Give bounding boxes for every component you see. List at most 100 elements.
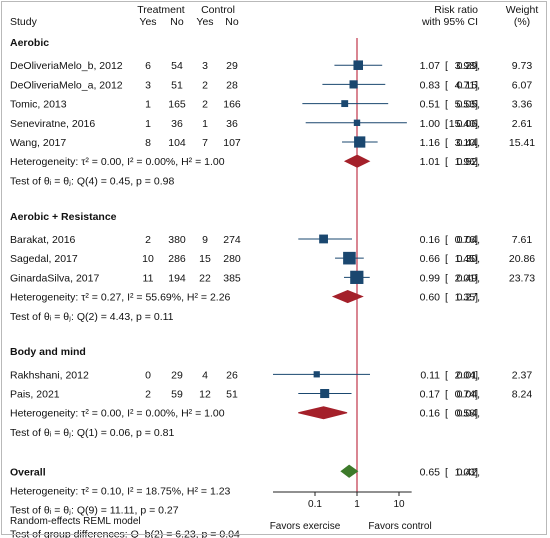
study-ci-upper: 5.53] [455,99,478,111]
study-ci-lower: 0.04, [457,389,480,401]
study-ci-lower: 0.44, [457,137,480,149]
treatment-no: 194 [168,272,186,284]
study-name: Sagedal, 2017 [10,253,78,265]
study-name: DeOliveriaMelo_b, 2012 [10,60,123,72]
study-weight: 9.73 [512,60,533,72]
effect-marker [320,389,330,399]
study-row: Tomic, 2013 1 165 2 166 0.51 [0.05,5.53] 3.36 [10,99,532,111]
control-yes: 12 [199,389,211,401]
subgroup: Aerobic DeOliveriaMelo_b, 2012 6 54 3 29 1.07 [… [10,37,535,187]
study-weight: 2.61 [512,118,533,130]
study-ci-open-bracket: [ [445,118,448,130]
homogeneity-test-text: Test of θᵢ = θⱼ: Q(9) = 11.11, p = 0.27 [10,505,179,517]
study-weight: 23.73 [509,272,535,284]
study-weight: 6.07 [512,79,533,91]
overall-rr-value: 0.65 [420,466,441,478]
control-no: 280 [223,253,241,265]
study-rr-value: 0.16 [420,234,441,246]
study-name: Tomic, 2013 [10,99,67,111]
study-weight: 3.36 [512,99,533,111]
header-effect-line2: with 95% CI [421,16,478,28]
pooled-ci-open-bracket: [ [445,292,448,304]
control-no: 26 [226,369,238,381]
study-ci-open-bracket: [ [445,234,448,246]
treatment-yes: 1 [145,99,151,111]
effect-marker [319,234,328,244]
study-name: Pais, 2021 [10,389,60,401]
study-ci-lower: 0.05, [457,99,480,111]
study-ci-lower: 0.06, [457,118,480,130]
treatment-yes: 10 [142,253,154,265]
overall-heading: Overall [10,466,46,478]
treatment-no: 51 [171,79,183,91]
pooled-rr-value: 1.01 [420,156,441,168]
x-tick-label: 1 [354,499,360,510]
study-row: Rakhshani, 2012 0 29 4 26 0.11 [0.01,2.04] 2.37 [10,369,532,381]
treatment-yes: 1 [145,118,151,130]
study-row: Wang, 2017 8 104 7 107 1.16 [0.44,3.10] 15.41 [10,136,535,149]
effect-marker [343,251,356,265]
header: Study Treatment Control Yes No Yes No Ri… [10,4,538,28]
overall-ci-open-bracket: [ [445,466,448,478]
study-ci-lower: 0.29, [457,60,480,72]
effect-marker [349,80,358,89]
control-yes: 1 [202,118,208,130]
study-ci-upper: 15.40] [449,118,478,130]
pooled-ci-lower: 0.27, [457,292,480,304]
study-ci-lower: 0.30, [457,253,480,265]
control-yes: 7 [202,137,208,149]
pooled-diamond [298,406,348,420]
effect-marker [353,119,361,126]
treatment-no: 104 [168,137,186,149]
x-axis: 0.1 1 10 [273,491,412,510]
pooled-ci-lower: 0.52, [457,156,480,168]
pooled-ci-lower: 0.04, [457,408,480,420]
study-ci-upper: 0.76] [455,234,478,246]
study-ci-open-bracket: [ [445,137,448,149]
study-rr-value: 0.51 [420,99,441,111]
treatment-no: 165 [168,99,186,111]
heterogeneity-text: Heterogeneity: τ² = 0.00, I² = 0.00%, H²… [10,408,225,420]
effect-marker [313,371,320,378]
pooled-ci-open-bracket: [ [445,408,448,420]
favors-left-label: Favors exercise [270,521,341,532]
study-rr-value: 0.83 [420,79,441,91]
study-name: Seneviratne, 2016 [10,118,95,130]
study-ci-upper: 0.74] [455,389,478,401]
treatment-yes: 3 [145,79,151,91]
treatment-no: 380 [168,234,186,246]
control-no: 385 [223,272,241,284]
study-ci-open-bracket: [ [445,369,448,381]
control-yes: 3 [202,60,208,72]
model-note: Random-effects REML model [10,516,141,527]
study-row: DeOliveriaMelo_a, 2012 3 51 2 28 0.83 [0.15,4.… [10,79,532,91]
pooled-ci-upper: 1.35] [455,292,478,304]
study-weight: 2.37 [512,369,533,381]
homogeneity-test-text: Test of θᵢ = θⱼ: Q(1) = 0.06, p = 0.81 [10,427,174,439]
study-ci-open-bracket: [ [445,389,448,401]
heterogeneity-text: Heterogeneity: τ² = 0.10, I² = 18.75%, H… [10,485,231,497]
study-ci-upper: 2.01] [455,272,478,284]
pooled-diamond [331,290,364,304]
group-differences-text: Test of group differences: Q_b(2) = 6.23… [10,529,240,538]
study-name: GinardaSilva, 2017 [10,272,99,284]
header-control-yes: Yes [196,16,213,28]
study-ci-lower: 0.49, [457,272,480,284]
header-effect-line1: Risk ratio [434,4,478,16]
study-weight: 8.24 [512,389,533,401]
study-row: Seneviratne, 2016 1 36 1 36 1.00 [0.06,15.40] 2… [10,118,532,130]
study-rr-value: 0.99 [420,272,441,284]
treatment-no: 286 [168,253,186,265]
treatment-yes: 11 [143,272,154,284]
overall-group: Overall 0.65 [0.42,1.03] Heterogeneity: τ² … [10,464,480,538]
study-rr-value: 0.11 [420,369,440,381]
study-ci-lower: 0.01, [457,369,480,381]
control-no: 36 [226,118,238,130]
treatment-yes: 2 [145,389,151,401]
treatment-yes: 0 [145,369,151,381]
study-ci-upper: 4.71] [455,79,478,91]
pooled-rr-value: 0.16 [420,408,441,420]
treatment-yes: 6 [145,60,151,72]
control-yes: 2 [202,99,208,111]
heterogeneity-text: Heterogeneity: τ² = 0.27, I² = 55.69%, H… [10,292,231,304]
